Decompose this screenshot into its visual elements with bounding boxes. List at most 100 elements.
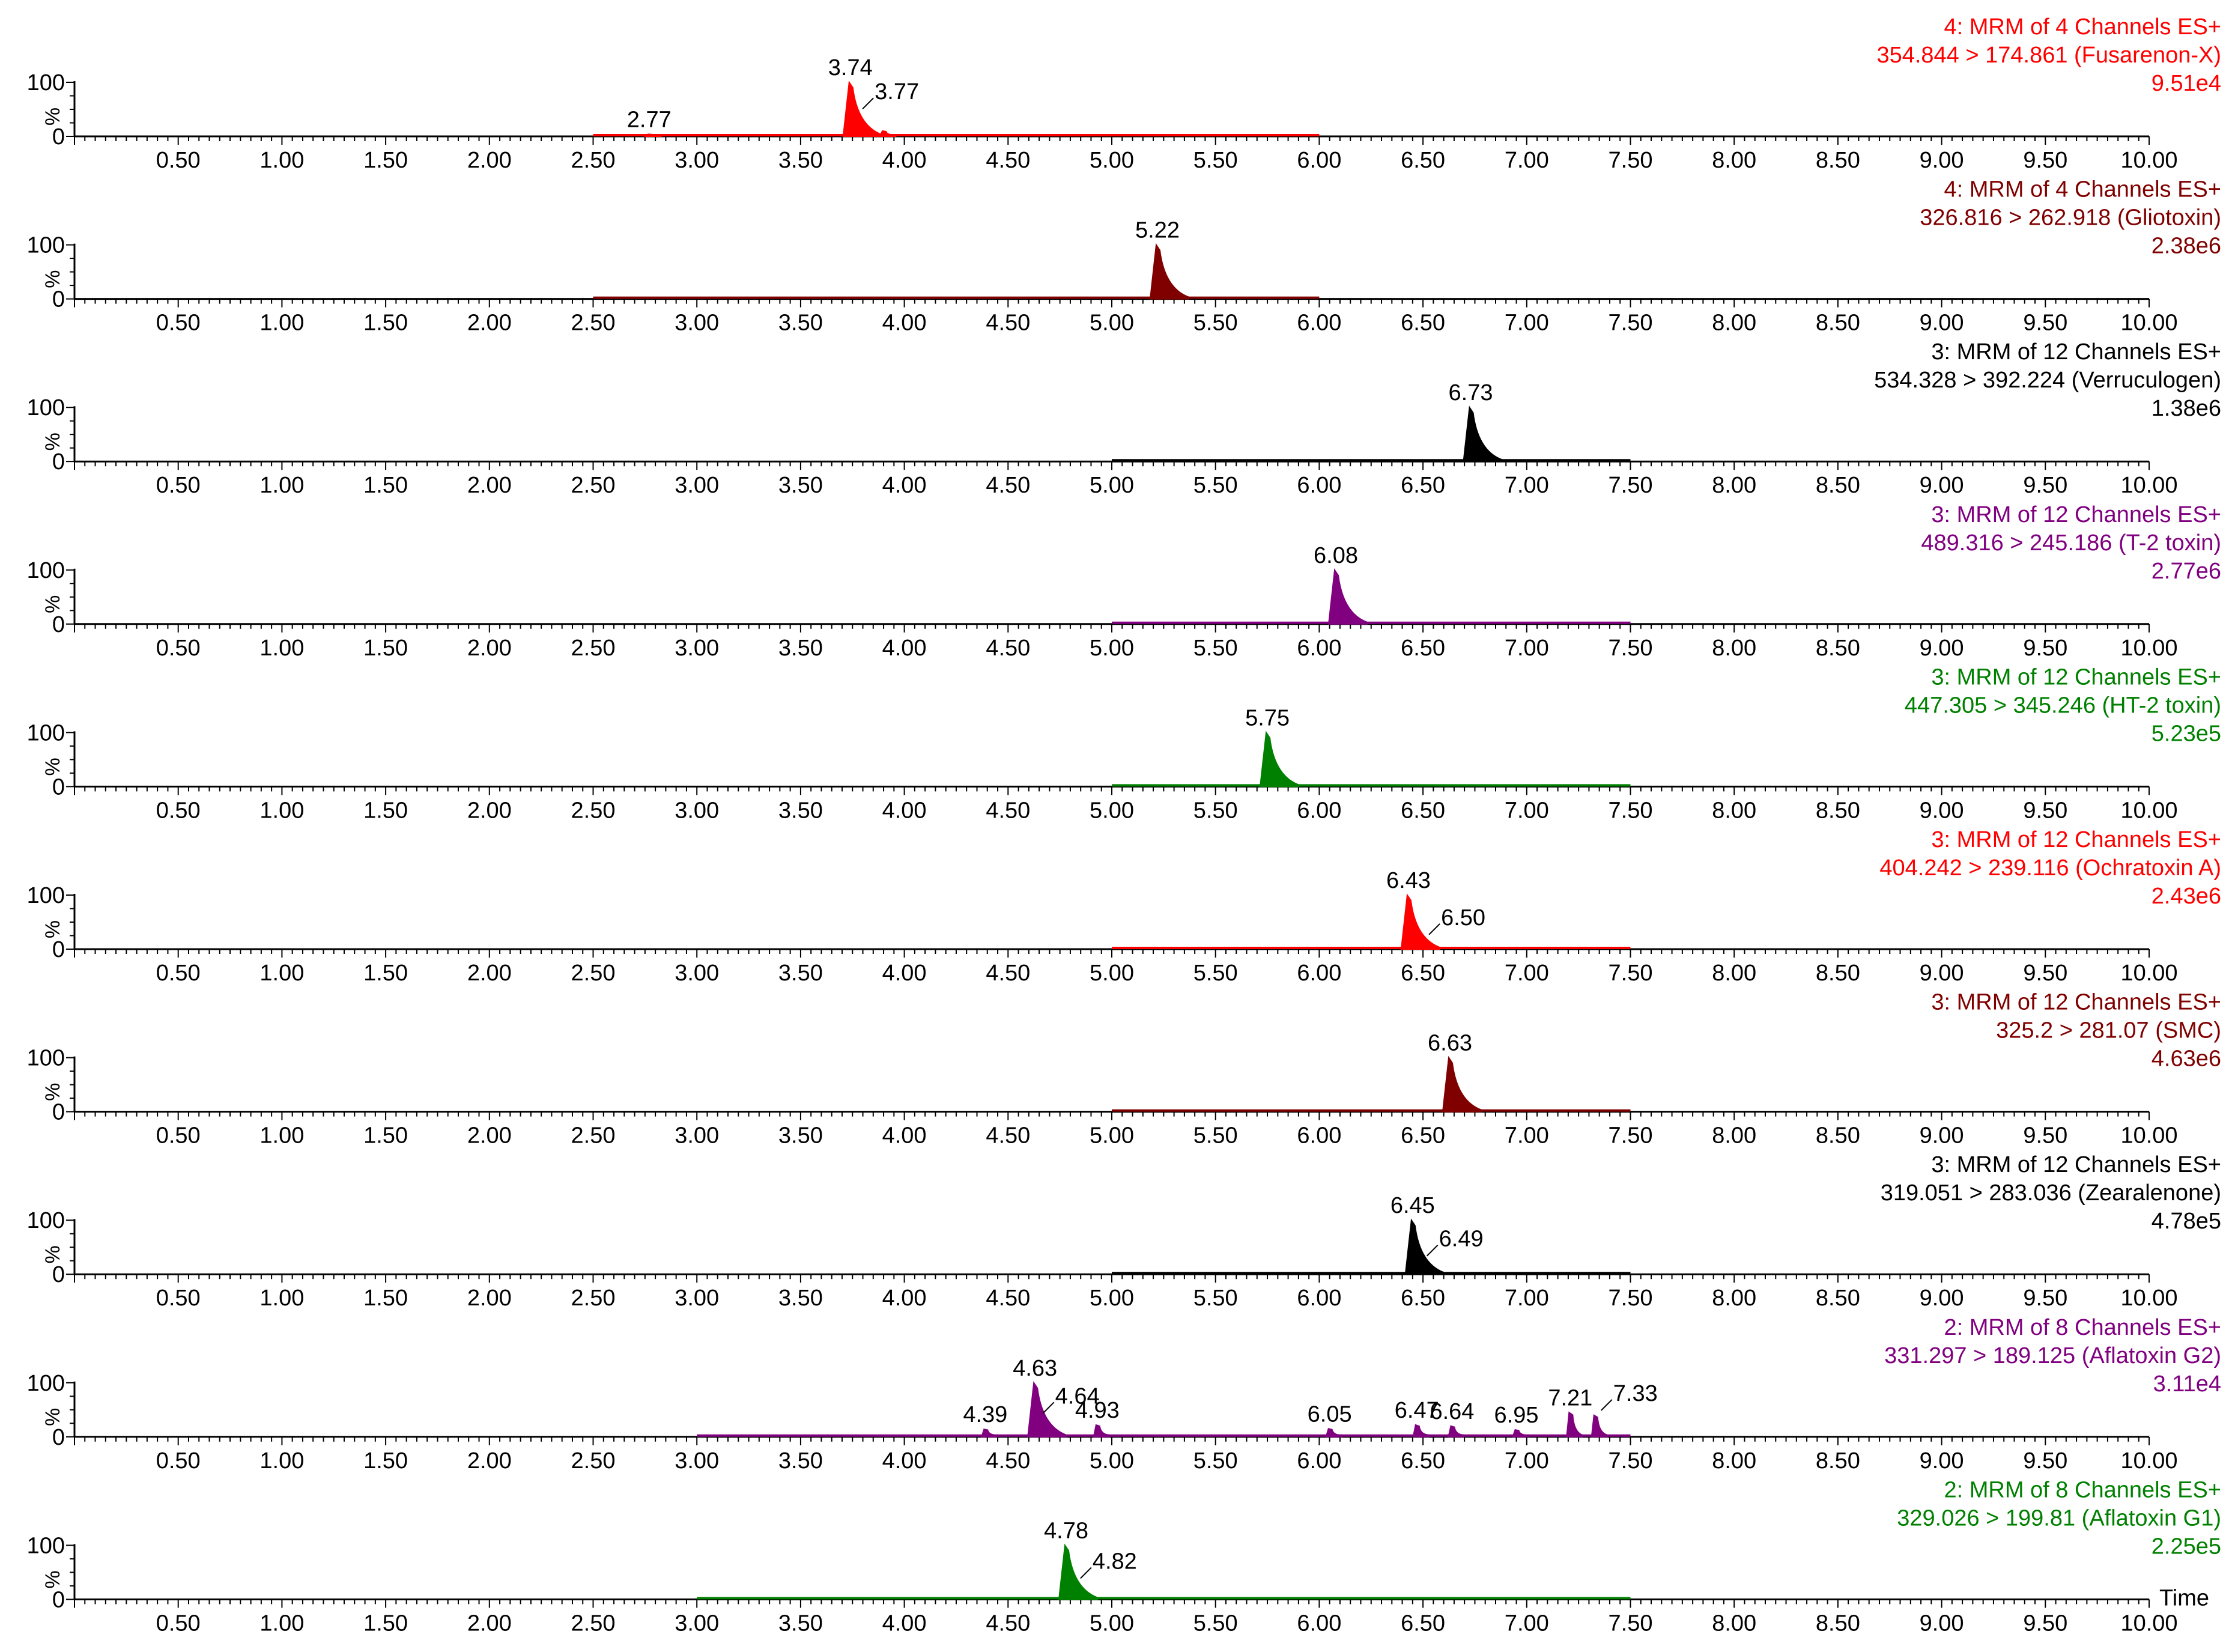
x-tick-label: 5.50	[1193, 1123, 1238, 1149]
trace-header-line: 329.026 > 199.81 (Aflatoxin G1)	[1897, 1505, 2221, 1531]
x-tick-label: 6.00	[1297, 473, 1341, 498]
chromatogram-panel: 3: MRM of 12 Channels ES+ 534.328 > 392.2…	[27, 339, 2221, 498]
x-tick-label: 9.00	[1920, 636, 1964, 661]
x-tick-label: 0.50	[156, 148, 201, 173]
x-tick-label: 7.50	[1609, 473, 1653, 498]
y-tick-label: 100	[27, 1533, 65, 1558]
x-tick-label: 5.00	[1090, 798, 1134, 823]
x-tick-label: 3.50	[778, 1286, 823, 1311]
x-tick-label: 3.50	[778, 636, 823, 661]
x-tick-label: 1.50	[363, 473, 408, 498]
peak-label: 5.75	[1245, 705, 1290, 730]
x-tick-label: 2.50	[571, 636, 616, 661]
x-tick-label: 3.00	[675, 148, 719, 173]
x-tick-label: 1.00	[259, 311, 304, 336]
peak-label: 6.05	[1308, 1401, 1352, 1427]
y-tick-label: 100	[27, 720, 65, 746]
x-tick-label: 6.50	[1401, 1123, 1445, 1149]
x-tick-label: 6.50	[1401, 1286, 1445, 1311]
y-tick-label: 0	[52, 937, 65, 962]
x-tick-label: 0.50	[156, 1611, 201, 1636]
y-axis-label: %	[41, 1408, 64, 1426]
peak-mark	[1566, 1411, 1583, 1438]
peak-mark	[980, 1429, 998, 1438]
x-tick-label: 2.00	[467, 1123, 512, 1149]
trace-header-line: 4.78e5	[2152, 1209, 2221, 1234]
x-tick-label: 2.00	[467, 798, 512, 823]
x-tick-label: 3.00	[675, 1123, 719, 1149]
x-tick-label: 8.50	[1816, 148, 1860, 173]
peak-mark	[644, 133, 662, 137]
x-tick-label: 9.00	[1920, 311, 1964, 336]
y-tick-label: 0	[52, 124, 65, 150]
x-tick-label: 0.50	[156, 473, 201, 498]
x-tick-label: 1.50	[363, 798, 408, 823]
x-tick-label: 9.00	[1920, 1123, 1964, 1149]
x-tick-label: 6.00	[1297, 1611, 1341, 1636]
trace-header-line: 3: MRM of 12 Channels ES+	[1931, 1152, 2221, 1177]
chromatogram-panel: 3: MRM of 12 Channels ES+ 404.242 > 239.1…	[27, 827, 2221, 986]
x-tick-label: 5.00	[1090, 636, 1134, 661]
peak-mark	[1033, 1417, 1050, 1438]
x-tick-label: 2.50	[571, 148, 616, 173]
trace-header-line: 1.38e6	[2152, 396, 2221, 421]
y-tick-label: 100	[27, 883, 65, 908]
x-tick-label: 1.50	[363, 311, 408, 336]
x-tick-label: 4.00	[882, 1123, 927, 1149]
x-tick-label: 0.50	[156, 636, 201, 661]
peak-label: 6.63	[1428, 1031, 1472, 1056]
x-tick-label: 5.50	[1193, 148, 1238, 173]
x-tick-label: 0.50	[156, 311, 201, 336]
trace-header-line: 325.2 > 281.07 (SMC)	[1996, 1018, 2221, 1043]
x-axis-label: Time	[2159, 1585, 2209, 1611]
y-tick-label: 100	[27, 1046, 65, 1071]
x-tick-label: 8.50	[1816, 961, 1860, 986]
peak-label-leader	[1080, 1567, 1092, 1579]
x-tick-label: 7.00	[1505, 636, 1549, 661]
y-axis-label: %	[41, 758, 64, 776]
x-tick-label: 3.00	[675, 1286, 719, 1311]
x-tick-label: 3.50	[778, 798, 823, 823]
x-tick-label: 10.00	[2120, 1286, 2177, 1311]
x-tick-label: 3.00	[675, 1448, 719, 1474]
trace-header-line: 3: MRM of 12 Channels ES+	[1931, 990, 2221, 1015]
x-tick-label: 7.00	[1505, 473, 1549, 498]
peak-mark	[1412, 1424, 1430, 1438]
x-tick-label: 9.00	[1920, 961, 1964, 986]
peak-label: 5.22	[1135, 218, 1180, 243]
y-axis-label: %	[41, 1083, 64, 1101]
x-tick-label: 1.00	[259, 1448, 304, 1474]
x-tick-label: 6.50	[1401, 1611, 1445, 1636]
x-tick-label: 1.00	[259, 798, 304, 823]
chromatogram-panel: 4: MRM of 4 Channels ES+ 326.816 > 262.91…	[27, 177, 2221, 336]
x-tick-label: 6.00	[1297, 148, 1341, 173]
x-tick-label: 1.00	[259, 1123, 304, 1149]
y-axis-label: %	[41, 433, 64, 451]
x-tick-label: 8.00	[1712, 148, 1756, 173]
trace-header-line: 4.63e6	[2152, 1046, 2221, 1072]
x-tick-label: 1.50	[363, 1448, 408, 1474]
x-tick-label: 7.00	[1505, 961, 1549, 986]
x-tick-label: 1.50	[363, 961, 408, 986]
peak-label-leader	[1428, 923, 1440, 935]
x-tick-label: 8.50	[1816, 1448, 1860, 1474]
chromatogram-panel: 4: MRM of 4 Channels ES+ 354.844 > 174.86…	[27, 14, 2221, 173]
x-tick-label: 5.50	[1193, 1611, 1238, 1636]
x-tick-label: 7.50	[1609, 311, 1653, 336]
x-tick-label: 4.50	[986, 473, 1030, 498]
y-tick-label: 0	[52, 287, 65, 312]
peak-mark	[1327, 568, 1368, 625]
x-tick-label: 6.00	[1297, 1448, 1341, 1474]
x-tick-label: 5.00	[1090, 961, 1134, 986]
x-tick-label: 3.50	[778, 1448, 823, 1474]
x-tick-label: 4.00	[882, 148, 927, 173]
x-tick-label: 4.50	[986, 636, 1030, 661]
peak-mark	[1591, 1414, 1608, 1438]
x-tick-label: 9.00	[1920, 473, 1964, 498]
x-tick-label: 2.50	[571, 1448, 616, 1474]
trace-header-line: 331.297 > 189.125 (Aflatoxin G2)	[1884, 1343, 2221, 1368]
y-tick-label: 0	[52, 1425, 65, 1450]
peak-label: 6.73	[1449, 380, 1493, 405]
x-tick-label: 8.00	[1712, 1611, 1756, 1636]
x-tick-label: 1.00	[259, 148, 304, 173]
